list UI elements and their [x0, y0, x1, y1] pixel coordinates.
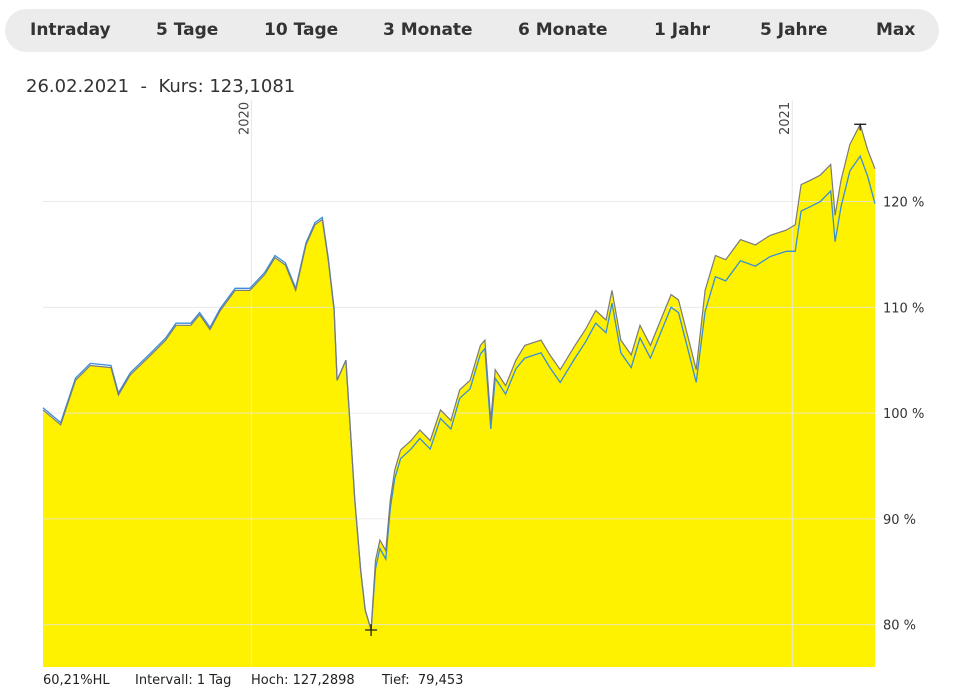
tab-5-tage[interactable]: 5 Tage: [156, 20, 219, 40]
y-tick-label: 80 %: [883, 619, 916, 634]
tab-6-monate[interactable]: 6 Monate: [518, 20, 608, 40]
high-marker: [854, 123, 867, 131]
benchmark-line: [42, 154, 876, 631]
tab-3-monate[interactable]: 3 Monate: [383, 20, 473, 40]
y-tick-label: 90 %: [883, 513, 916, 528]
x-tick-label: 2020: [237, 102, 252, 135]
footer-low: Tief: 79,453: [382, 673, 464, 688]
x-tick-label: 2021: [778, 102, 793, 135]
tab-5-jahre[interactable]: 5 Jahre: [760, 20, 828, 40]
footer-high: Hoch: 127,2898: [251, 673, 355, 688]
period-tab-bar: Intraday 5 Tage 10 Tage 3 Monate 6 Monat…: [5, 9, 939, 52]
y-tick-label: 100 %: [883, 407, 924, 422]
info-date: 26.02.2021: [26, 76, 130, 97]
footer-range: 60,21%HL: [43, 673, 110, 688]
tab-intraday[interactable]: Intraday: [30, 20, 111, 40]
y-tick-label: 120 %: [883, 196, 924, 211]
low-marker: [365, 623, 378, 636]
price-line: [42, 122, 876, 631]
info-separator: -: [140, 76, 148, 97]
footer-interval: Intervall: 1 Tag: [135, 673, 232, 688]
price-area: [43, 124, 875, 668]
tab-1-jahr[interactable]: 1 Jahr: [654, 20, 711, 40]
tab-max[interactable]: Max: [876, 20, 916, 40]
price-info: 26.02.2021 - Kurs: 123,1081: [26, 76, 295, 97]
tab-10-tage[interactable]: 10 Tage: [264, 20, 339, 40]
info-price: Kurs: 123,1081: [158, 76, 296, 97]
y-tick-label: 110 %: [883, 301, 924, 316]
